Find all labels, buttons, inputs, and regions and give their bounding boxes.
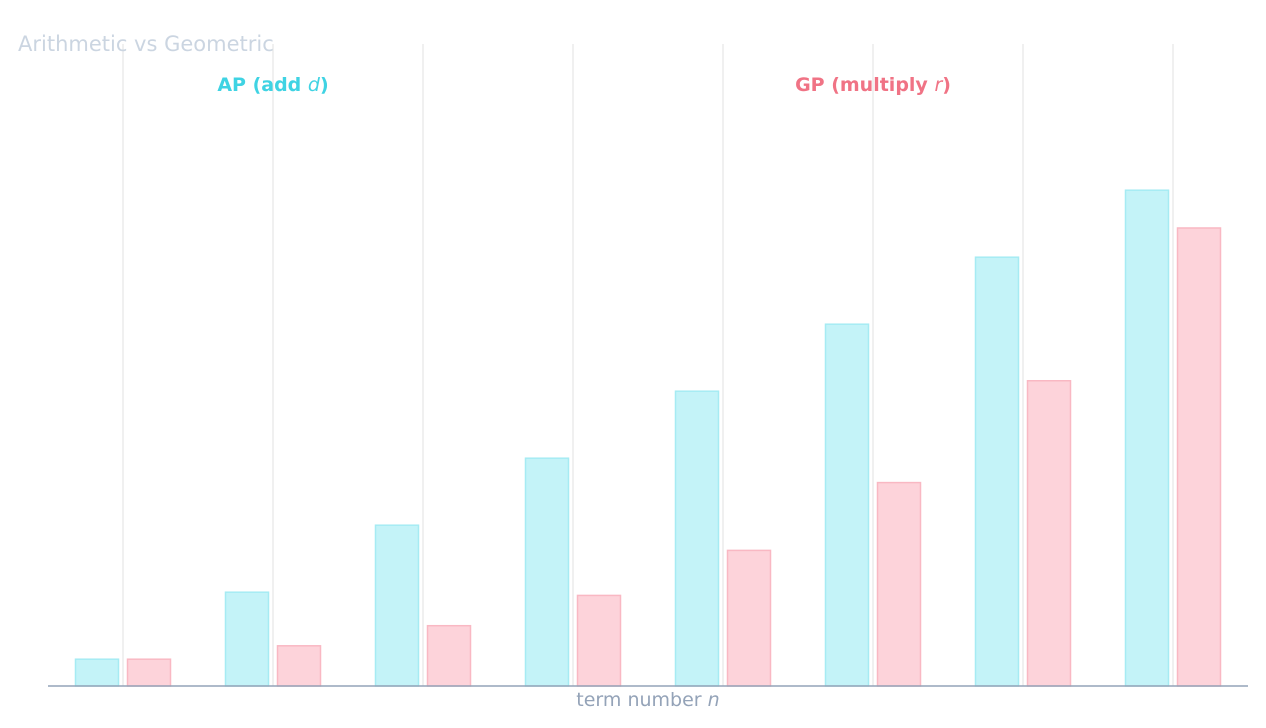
bar-gp-5 [726,549,772,687]
chart-title: Arithmetic vs Geometric [18,32,274,56]
grid-lines [122,44,1174,686]
legend-label-gp: GP (multiply r) [795,74,951,96]
bar-ap-7 [974,256,1020,687]
bar-ap-5 [674,390,720,687]
bar-ap-4 [524,457,570,687]
bar-ap-6 [824,323,870,687]
bar-gp-1 [126,658,172,687]
bar-ap-1 [74,658,120,687]
bar-gp-6 [876,481,922,687]
bar-gp-8 [1176,227,1222,687]
x-axis-label: term number n [576,689,719,711]
bar-ap-2 [224,591,270,687]
bar-gp-3 [426,624,472,687]
bar-gp-2 [276,645,322,687]
bar-ap-8 [1124,189,1170,687]
bars [74,189,1222,687]
bar-gp-7 [1026,379,1072,687]
bar-ap-3 [374,524,420,687]
bar-gp-4 [576,594,622,687]
legend-label-ap: AP (add d) [217,74,328,96]
